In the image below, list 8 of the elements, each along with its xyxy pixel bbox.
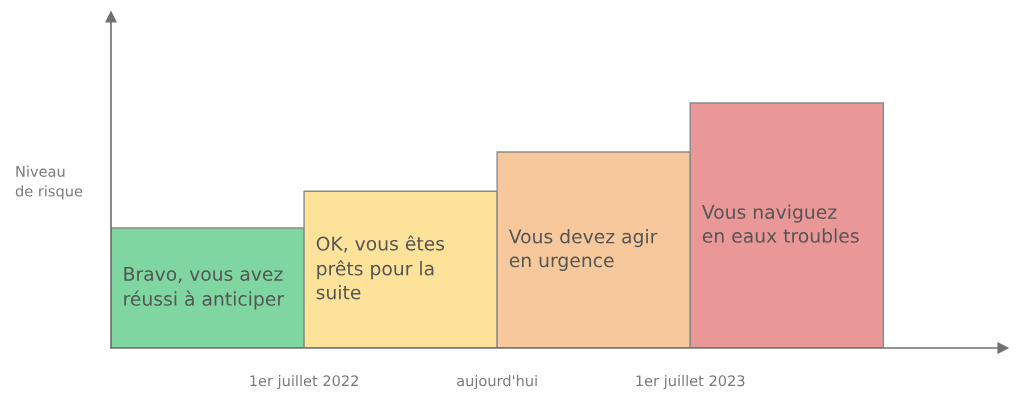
annotation: Vous naviguez en eaux troubles xyxy=(701,204,859,243)
annotation: OK, vous êtes prêts pour la suite xyxy=(316,235,445,300)
text: aujourd'hui xyxy=(457,374,537,390)
y-axis-title: Niveau de risque xyxy=(15,165,83,200)
text: 1er juillet 2023 xyxy=(636,374,745,390)
annotation: Vous devez agir en urgence xyxy=(508,229,658,271)
annotation: Bravo, vous avez réussi à anticiper xyxy=(124,267,285,310)
text: 1er juillet 2022 xyxy=(250,374,358,390)
